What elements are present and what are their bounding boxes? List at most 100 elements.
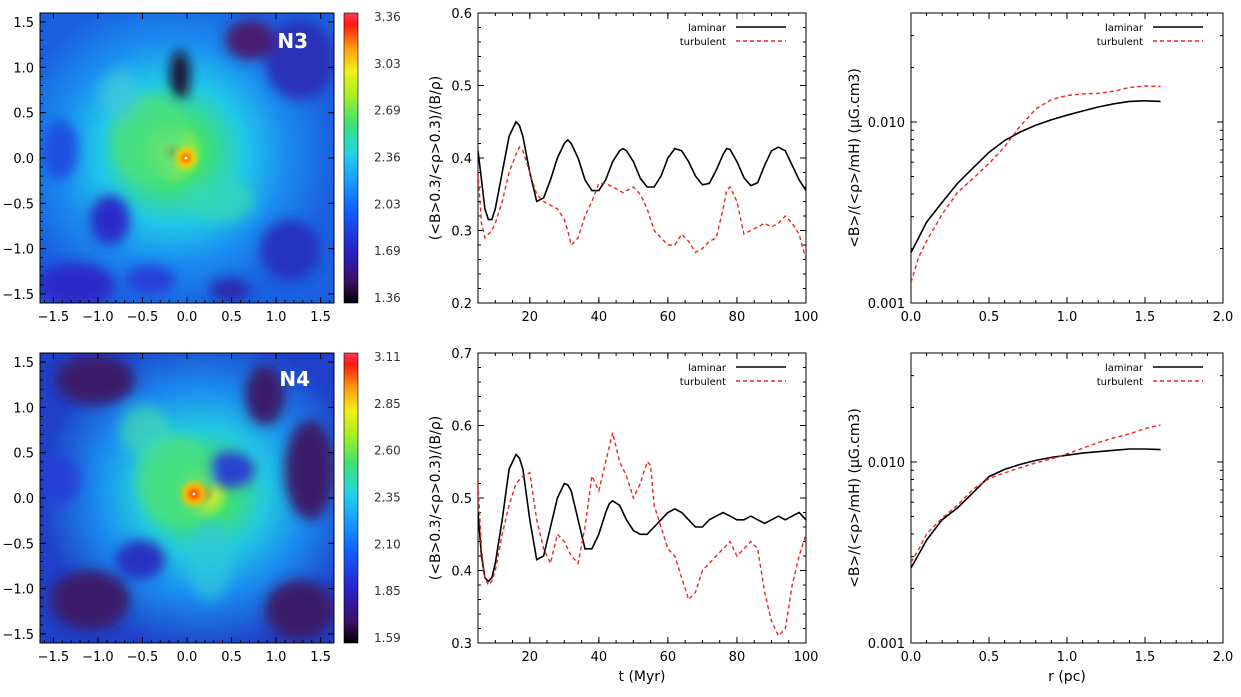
- tick-label: 20: [522, 650, 539, 665]
- legend-label-laminar: laminar: [688, 23, 727, 34]
- tick-label: −1.0: [2, 583, 34, 598]
- plot-frame: [910, 12, 1224, 304]
- tick-label: 0.0: [177, 650, 198, 665]
- tick-label: 40: [591, 650, 608, 665]
- ratio-plot-n3: 20 40 60 80 100 0.2 0.3 0.4 0.5 0.6 (<B>0.3/<ρ>0.3…: [428, 7, 818, 325]
- y-axis-label: <B>/(<ρ>/mH) (μG.cm3): [847, 408, 863, 588]
- tick-label: 0.0: [177, 310, 198, 325]
- tick-label: 1.5: [310, 310, 331, 325]
- tick-label: 0.0: [901, 310, 922, 325]
- tick-label: 0.5: [979, 650, 1000, 665]
- colorbar-label: 3.11: [374, 350, 401, 364]
- panel-label-n4: N4: [279, 367, 310, 391]
- tick-label: −0.5: [127, 310, 159, 325]
- colorbar-n3: 3.36 3.03 2.69 2.36 2.03 1.69 1.36: [343, 10, 401, 305]
- series-line-turbulent: [478, 145, 806, 260]
- tick-label: 1.0: [1057, 310, 1078, 325]
- tick-label: −1.5: [2, 628, 34, 643]
- bnorm-plot-n4: 0.0 0.5 1.0 1.5 2.0 0.001 0.010 r (pc) <B>/(<ρ>/…: [847, 352, 1234, 685]
- tick-label: −1.5: [2, 288, 34, 303]
- tick-label: 0.001: [868, 637, 905, 652]
- tick-label: 0.6: [451, 420, 472, 435]
- legend-label-laminar: laminar: [688, 363, 727, 374]
- y-axis-label: <B>/(<ρ>/mH) (μG.cm3): [847, 68, 863, 248]
- ratio-plot-n4: 20 40 60 80 100 0.3 0.4 0.5 0.6 0.7 t (Myr) (<B>0.3…: [428, 347, 818, 685]
- colorbar-label: 3.03: [374, 57, 401, 71]
- tick-label: 80: [729, 310, 746, 325]
- colorbar-label: 2.03: [374, 197, 401, 211]
- tick-label: −0.5: [2, 537, 34, 552]
- tick-label: 0.0: [13, 152, 34, 167]
- series-line-laminar: [911, 99, 1161, 253]
- tick-label: 1.0: [266, 650, 287, 665]
- tick-label: 20: [522, 310, 539, 325]
- colorbar-n4: 3.11 2.85 2.60 2.35 2.10 1.85 1.59: [343, 350, 401, 645]
- y-axis-label: (<B>0.3/<ρ>0.3)/(B/ρ): [428, 416, 444, 580]
- colorbar-label: 1.69: [374, 244, 401, 258]
- tick-label: 0.6: [451, 7, 472, 22]
- tick-label: 1.0: [13, 61, 34, 76]
- tick-label: 1.0: [266, 310, 287, 325]
- tick-label: 1.5: [13, 16, 34, 31]
- tick-label: 0.7: [451, 347, 472, 362]
- tick-label: 0.5: [451, 80, 472, 95]
- tick-label: −0.5: [127, 650, 159, 665]
- colorbar-label: 2.35: [374, 491, 401, 505]
- tick-label: −1.5: [38, 650, 70, 665]
- tick-label: 2.0: [1213, 650, 1234, 665]
- colorbar-label: 1.59: [374, 631, 401, 645]
- tick-label: 100: [794, 650, 819, 665]
- tick-label: 0.010: [868, 456, 905, 471]
- series-line-laminar: [911, 448, 1161, 569]
- series-line-laminar: [478, 120, 806, 221]
- tick-label: 0.0: [901, 650, 922, 665]
- legend-label-turbulent: turbulent: [680, 377, 726, 388]
- tick-label: 80: [729, 650, 746, 665]
- series-line-turbulent: [911, 424, 1161, 563]
- tick-label: −1.0: [2, 243, 34, 258]
- legend-label-turbulent: turbulent: [1097, 377, 1143, 388]
- tick-label: −1.5: [38, 310, 70, 325]
- x-axis-label: r (pc): [1048, 669, 1086, 685]
- bnorm-plot-n3: 0.0 0.5 1.0 1.5 2.0 0.001 0.010 <B>/(<ρ>/mH) (μ…: [847, 12, 1234, 325]
- heatmap-image: [40, 13, 334, 303]
- tick-label: 1.0: [1057, 650, 1078, 665]
- y-axis-label: (<B>0.3/<ρ>0.3)/(B/ρ): [428, 76, 444, 240]
- tick-label: 0.5: [451, 492, 472, 507]
- tick-label: 60: [660, 310, 677, 325]
- x-axis-label: t (Myr): [619, 669, 666, 685]
- legend-label-turbulent: turbulent: [1097, 37, 1143, 48]
- colorbar-label: 2.85: [374, 397, 401, 411]
- tick-label: 60: [660, 650, 677, 665]
- tick-label: 0.3: [451, 225, 472, 240]
- tick-label: 1.5: [1135, 650, 1156, 665]
- tick-label: 1.0: [13, 401, 34, 416]
- legend-label-laminar: laminar: [1105, 363, 1144, 374]
- tick-label: 0.001: [868, 297, 905, 312]
- heatmap-image: [40, 353, 334, 643]
- tick-label: 0.0: [13, 492, 34, 507]
- tick-label: −1.0: [82, 650, 114, 665]
- tick-label: 0.2: [451, 297, 472, 312]
- colorbar-gradient: [343, 352, 359, 644]
- tick-label: 0.4: [451, 152, 472, 167]
- tick-label: 0.5: [221, 310, 242, 325]
- colorbar-label: 2.69: [374, 104, 401, 118]
- tick-label: 2.0: [1213, 310, 1234, 325]
- tick-label: 1.5: [1135, 310, 1156, 325]
- colorbar-label: 1.85: [374, 584, 401, 598]
- tick-label: −0.5: [2, 197, 34, 212]
- colorbar-label: 2.36: [374, 151, 401, 165]
- tick-label: 40: [591, 310, 608, 325]
- colorbar-label: 2.10: [374, 537, 401, 551]
- density-map-n4: −1.5 −1.0 −0.5 0.0 0.5 1.0 1.5 −1.5 −1.0 −0.5 0.0 0…: [2, 352, 335, 665]
- tick-label: 0.3: [451, 637, 472, 652]
- tick-label: 100: [794, 310, 819, 325]
- legend-label-turbulent: turbulent: [680, 37, 726, 48]
- tick-label: 0.5: [979, 310, 1000, 325]
- tick-label: 0.010: [868, 116, 905, 131]
- tick-label: −1.0: [82, 310, 114, 325]
- series-line-laminar: [478, 453, 806, 583]
- legend-label-laminar: laminar: [1105, 23, 1144, 34]
- series-line-turbulent: [911, 85, 1161, 283]
